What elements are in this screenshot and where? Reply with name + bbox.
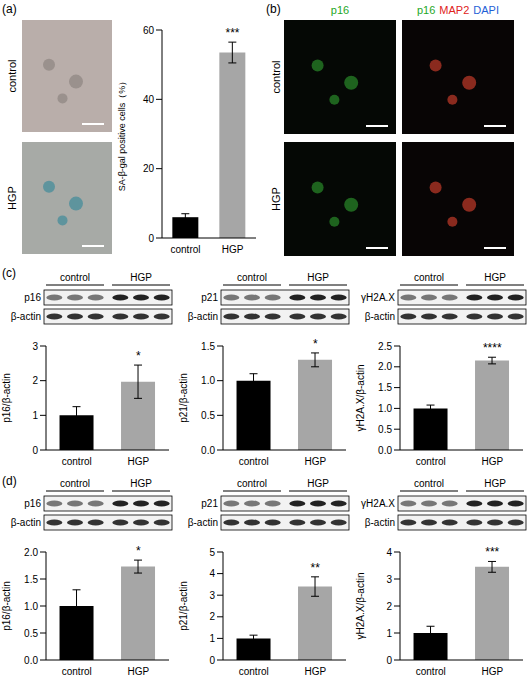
svg-text:HGP: HGP [270, 187, 282, 211]
svg-text:HGP: HGP [484, 478, 506, 489]
svg-text:0: 0 [32, 445, 38, 456]
svg-text:β-actin: β-actin [188, 311, 218, 322]
svg-text:0.5: 0.5 [24, 628, 38, 639]
svg-text:p16: p16 [24, 498, 41, 509]
svg-text:p16: p16 [24, 292, 41, 303]
svg-text:control: control [414, 272, 444, 283]
svg-text:p21: p21 [201, 498, 218, 509]
svg-text:2: 2 [386, 601, 392, 612]
svg-text:0.0: 0.0 [24, 655, 38, 666]
svg-text:0.5: 0.5 [201, 410, 215, 421]
svg-text:2.0: 2.0 [378, 361, 392, 372]
svg-text:2.0: 2.0 [24, 547, 38, 558]
svg-text:p21/β-actin: p21/β-actin [178, 581, 189, 631]
html-text:(d): (d) [2, 474, 17, 488]
svg-text:1.0: 1.0 [201, 375, 215, 386]
svg-text:***: *** [225, 26, 239, 40]
svg-text:control: control [60, 478, 90, 489]
svg-text:40: 40 [143, 94, 155, 105]
svg-text:1: 1 [386, 628, 392, 639]
svg-text:HGP: HGP [307, 478, 329, 489]
svg-text:γH2A.X/β-actin: γH2A.X/β-actin [355, 365, 366, 432]
svg-text:p16/β-actin: p16/β-actin [1, 581, 12, 631]
svg-text:**: ** [311, 561, 321, 575]
svg-text:HGP: HGP [304, 666, 326, 677]
svg-text:0: 0 [148, 233, 154, 244]
svg-text:control: control [414, 478, 444, 489]
svg-text:HGP: HGP [130, 478, 152, 489]
svg-text:SA-β-gal positive cells（%）: SA-β-gal positive cells（%） [117, 77, 127, 192]
svg-text:1.5: 1.5 [378, 382, 392, 393]
svg-text:HGP: HGP [481, 666, 503, 677]
svg-text:β-actin: β-actin [188, 517, 218, 528]
svg-text:0: 0 [386, 655, 392, 666]
svg-text:1.5: 1.5 [24, 574, 38, 585]
html-text:(c): (c) [2, 266, 16, 280]
svg-text:control: control [62, 666, 92, 677]
svg-text:*: * [136, 349, 141, 363]
svg-text:control: control [416, 456, 446, 467]
svg-text:p21: p21 [201, 292, 218, 303]
svg-text:***: *** [485, 545, 499, 559]
svg-text:*: * [136, 544, 141, 558]
svg-text:HGP: HGP [304, 456, 326, 467]
svg-text:control: control [239, 666, 269, 677]
html-text:(a): (a) [2, 2, 17, 16]
svg-text:HGP: HGP [130, 272, 152, 283]
svg-text:control: control [6, 59, 18, 92]
svg-text:0: 0 [209, 655, 215, 666]
svg-text:2: 2 [209, 611, 215, 622]
svg-text:control: control [60, 272, 90, 283]
svg-text:*: * [313, 337, 318, 351]
svg-text:p16/β-actin: p16/β-actin [1, 373, 12, 423]
svg-text:3: 3 [209, 590, 215, 601]
svg-text:γH2A.X: γH2A.X [361, 292, 395, 303]
svg-text:60: 60 [143, 25, 155, 36]
svg-text:0.0: 0.0 [378, 445, 392, 456]
svg-text:3: 3 [386, 574, 392, 585]
svg-text:2: 2 [32, 375, 38, 386]
svg-text:1.5: 1.5 [201, 341, 215, 352]
svg-text:****: **** [483, 341, 502, 355]
svg-text:HGP: HGP [6, 186, 18, 210]
html-text:p16: p16 [330, 4, 350, 16]
svg-text:β-actin: β-actin [365, 517, 395, 528]
svg-text:control: control [416, 666, 446, 677]
svg-text:4: 4 [209, 568, 215, 579]
svg-text:β-actin: β-actin [365, 311, 395, 322]
svg-text:γH2A.X: γH2A.X [361, 498, 395, 509]
svg-text:HGP: HGP [307, 272, 329, 283]
svg-text:β-actin: β-actin [11, 517, 41, 528]
svg-text:0.0: 0.0 [201, 445, 215, 456]
svg-text:β-actin: β-actin [11, 311, 41, 322]
svg-text:1.0: 1.0 [378, 403, 392, 414]
svg-text:HGP: HGP [222, 244, 244, 255]
svg-text:p21/β-actin: p21/β-actin [178, 373, 189, 423]
svg-text:HGP: HGP [127, 666, 149, 677]
svg-text:control: control [170, 244, 200, 255]
svg-text:1: 1 [32, 410, 38, 421]
svg-text:0.5: 0.5 [378, 424, 392, 435]
svg-text:control: control [270, 60, 282, 93]
svg-text:1: 1 [209, 633, 215, 644]
svg-text:5: 5 [209, 547, 215, 558]
svg-text:γH2A.X/β-actin: γH2A.X/β-actin [355, 573, 366, 640]
svg-text:control: control [237, 272, 267, 283]
svg-text:20: 20 [143, 163, 155, 174]
svg-text:1.0: 1.0 [24, 601, 38, 612]
svg-text:4: 4 [386, 547, 392, 558]
svg-text:HGP: HGP [481, 456, 503, 467]
svg-text:control: control [239, 456, 269, 467]
svg-text:HGP: HGP [127, 456, 149, 467]
svg-text:control: control [62, 456, 92, 467]
svg-text:control: control [237, 478, 267, 489]
svg-text:HGP: HGP [484, 272, 506, 283]
html-text:p16 MAP2 DAPI: p16 MAP2 DAPI [417, 4, 499, 16]
svg-text:3: 3 [32, 341, 38, 352]
svg-text:2.5: 2.5 [378, 341, 392, 352]
html-text:(b): (b) [266, 2, 281, 16]
